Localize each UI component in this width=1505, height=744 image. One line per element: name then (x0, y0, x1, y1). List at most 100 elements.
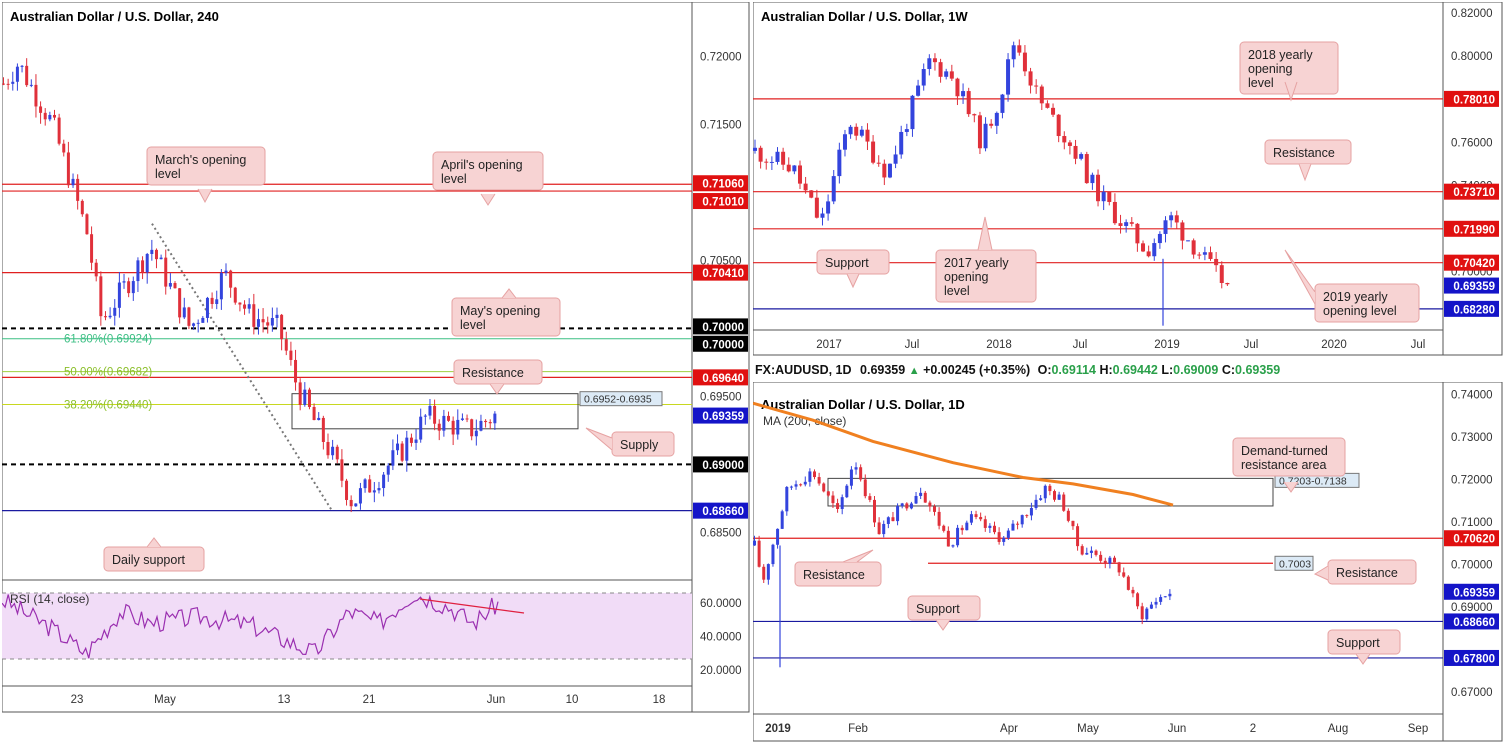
w1-candle-1 (758, 147, 763, 162)
d1-candle-69 (1071, 520, 1075, 527)
w1-candle-43 (994, 112, 999, 126)
w1-callout-2019-text: 2019 yearly (1323, 290, 1388, 304)
h4-level-tag-0-71060-bg (693, 175, 748, 192)
h4-candle-92 (428, 405, 432, 416)
d1-level-tag-0-68660: 0.68660 (1453, 617, 1495, 629)
d1-candle-9 (794, 484, 798, 487)
w1-level-tag-0-70420: 0.70420 (1453, 258, 1495, 270)
d1-candle-7 (785, 486, 789, 512)
h4-candle-70 (326, 441, 330, 456)
d1-candle-60 (1029, 507, 1033, 516)
d1-candle-0 (753, 540, 756, 546)
h4-candle-63 (294, 359, 298, 383)
d1-candle-79 (1117, 562, 1121, 573)
w1-time-tick: 2020 (1321, 339, 1347, 351)
d1-level-tag-0-70620-bg (1444, 530, 1499, 547)
w1-candle-4 (775, 151, 780, 162)
w1-candle-5 (781, 151, 786, 165)
h4-candle-12 (57, 117, 61, 144)
h4-candle-59 (275, 314, 279, 318)
w1-callout-2018-text: opening (1248, 62, 1293, 76)
w1-candle-78 (1191, 240, 1196, 255)
d1-candle-56 (1011, 523, 1015, 531)
h4-candle-28 (131, 281, 135, 294)
symbol-label: FX:AUDUSD, 1D (755, 363, 852, 377)
h4-candle-68 (317, 417, 321, 421)
d1-candle-19 (840, 497, 844, 510)
h4-callout-march-text: level (155, 167, 181, 181)
h4-candle-15 (71, 178, 75, 186)
w1-candle-57 (1073, 145, 1078, 159)
h4-candle-77 (358, 488, 362, 504)
h4-callout-may-pointer (501, 288, 517, 299)
h4-candle-98 (456, 419, 460, 435)
h4-candle-55 (256, 319, 260, 327)
h4-candle-10 (48, 114, 52, 120)
d1-candle-40 (937, 511, 941, 526)
d1-price-tick: 0.73000 (1451, 432, 1493, 444)
d1-callout-support-lower-pointer (1355, 653, 1371, 665)
w1-candle-35 (949, 71, 954, 79)
w1-callout-2018-pointer (1284, 81, 1298, 102)
d1-candle-16 (826, 491, 830, 496)
h4-fib-label: 38.20%(0.69440) (64, 400, 152, 412)
d1-candle-77 (1108, 557, 1112, 564)
h4-price-tick: 0.71500 (700, 119, 742, 131)
h4-title: Australian Dollar / U.S. Dollar, 240 (10, 9, 219, 24)
w1-candle-66 (1124, 222, 1129, 226)
h4-callout-may-text: level (460, 318, 486, 332)
h4-candle-64 (298, 382, 302, 405)
h4-candle-84 (391, 450, 395, 466)
h4-candle-31 (145, 253, 149, 273)
h4-callout-supply-pointer (585, 427, 613, 451)
h4-fib-swing-line (151, 223, 333, 512)
w1-time-tick: 2017 (816, 339, 842, 351)
w1-level-tag-0-78010: 0.78010 (1453, 94, 1495, 106)
w1-candle-56 (1067, 142, 1072, 146)
w1-candle-37 (961, 91, 966, 97)
h4-candle-0 (2, 83, 5, 85)
w1-time-tick: Jul (1244, 339, 1259, 351)
h4-level-tag-0-69640-bg (693, 369, 748, 386)
w1-candle-22 (876, 162, 881, 164)
w1-candle-70 (1146, 251, 1151, 257)
w1-candle-38 (966, 91, 971, 115)
h4-callout-april-text: April's opening (441, 158, 523, 172)
h4-level-tag-0-70000-bg (693, 318, 748, 335)
h4-rsi-tick: 40.0000 (700, 631, 742, 643)
daily-chart-panel[interactable]: Australian Dollar / U.S. Dollar, 1D MA (2… (753, 382, 1503, 742)
h4-callout-march-text: March's opening (155, 153, 246, 167)
h4-candle-82 (382, 474, 386, 489)
h4-chart-panel[interactable]: Australian Dollar / U.S. Dollar, 240 0.72… (2, 2, 750, 742)
h4-candle-66 (307, 389, 311, 407)
h4-candle-4 (20, 65, 24, 67)
h4-candle-93 (433, 405, 437, 424)
h4-candle-106 (493, 413, 497, 424)
w1-candle-74 (1169, 215, 1174, 221)
change-value: +0.00245 (+0.35%) (923, 363, 1031, 377)
d1-time-tick: 2 (1250, 723, 1256, 735)
d1-candle-13 (813, 471, 816, 478)
w1-callout-resistance-pointer (1298, 163, 1312, 182)
w1-candle-0 (753, 147, 757, 151)
d1-candle-39 (933, 506, 936, 512)
h4-candle-45 (210, 297, 214, 305)
w1-candle-23 (882, 163, 887, 178)
w1-time-tick: Jul (905, 339, 920, 351)
h4-candle-88 (409, 437, 413, 443)
h4-candle-36 (168, 283, 172, 287)
w1-level-tag-0-68280: 0.68280 (1453, 304, 1495, 316)
d1-candle-87 (1154, 601, 1158, 605)
d1-candle-83 (1136, 593, 1140, 607)
h4-time-tick: 23 (71, 694, 84, 706)
h4-rsi-line (2, 594, 499, 659)
h4-candle-47 (219, 272, 223, 300)
h4-candle-51 (238, 302, 242, 305)
w1-candle-24 (887, 163, 892, 178)
weekly-chart-panel[interactable]: Australian Dollar / U.S. Dollar, 1W 0.820… (753, 2, 1503, 356)
w1-candle-59 (1084, 154, 1089, 184)
d1-candle-62 (1039, 498, 1043, 500)
w1-time-tick: Jul (1073, 339, 1088, 351)
d1-price-tick: 0.71000 (1451, 517, 1493, 529)
